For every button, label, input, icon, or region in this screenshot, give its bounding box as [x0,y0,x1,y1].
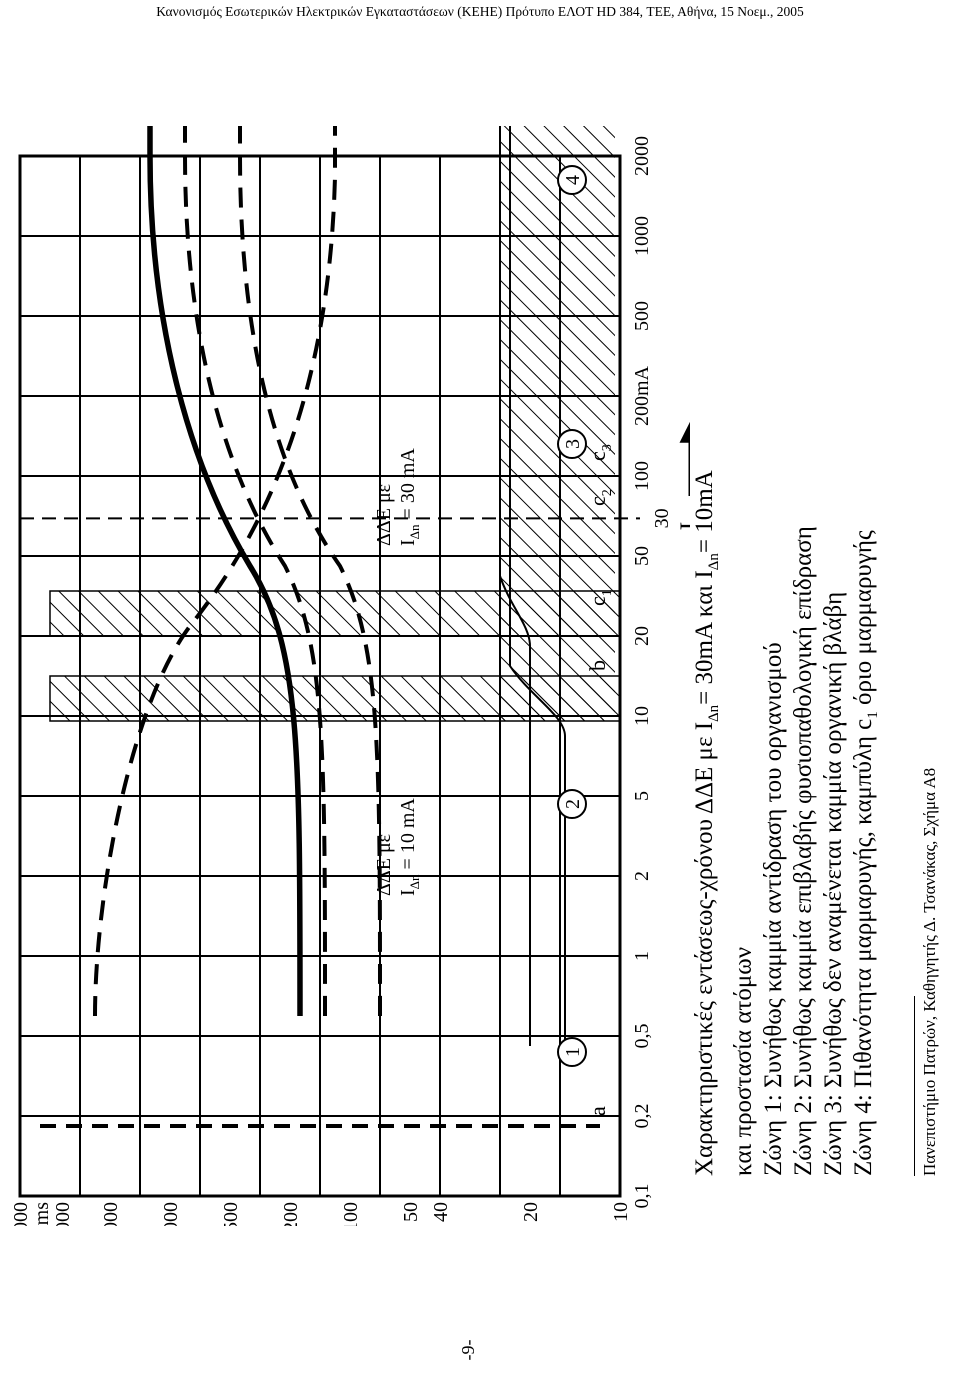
x-tick-label: 0,5 [631,1024,653,1049]
page-number: -9- [458,1339,478,1361]
zone-number: 2 [562,799,584,809]
zone-2-description: Ζώνη 2: Συνήθως καμμία επιβλαβής φυσιοπα… [790,526,817,1176]
rcd-label-line1: ΔΔΕ με [373,484,395,546]
y-unit-label: ms [31,1202,53,1226]
x-tick-labels: 0,1 0,2 0,5 1 2 5 10 20 50 100 200mA 500 1000 2000 30 [631,136,673,1209]
time-current-chart: 0,10,20,5125102050100200mA5001000200030 … [10,126,690,1226]
footer-rule [914,996,915,1176]
zone-1-description: Ζώνη 1: Συνήθως καμμία αντίδραση του οργ… [760,642,787,1176]
x-tick-label: 5 [631,791,653,801]
zone-4-description: Ζώνη 4: Πιθανότητα μαρμαρυγής, καμπύλη c… [850,530,881,1176]
curve-b [93,126,337,1017]
y-tick-label: 10000 [10,1202,32,1226]
x-tick-label: 10 [631,706,653,726]
zone-4-marker: 4 [557,165,587,195]
y-tick-label: 40 [430,1202,452,1222]
page-header: Κανονισμός Εσωτερικών Ηλεκτρικών Εγκατασ… [156,4,804,19]
x-tick-label: 0,1 [631,1184,653,1209]
y-tick-label: 500 [220,1202,242,1226]
figure-caption: Χαρακτηριστικές εντάσεως-χρόνου ΔΔΕ με I… [690,36,888,1176]
y-tick-label: 20 [520,1202,542,1222]
rcd-label-line2: IΔn = 30 mA [397,448,422,546]
hatched-region-bottom [500,126,615,721]
y-tick-label: 10 [610,1202,632,1222]
curve-c3 [238,126,382,1017]
curve-c2 [183,126,327,1017]
x-tick-label: 2 [631,871,653,881]
zone-circle [557,789,587,819]
y-tick-label: 1000 [160,1202,182,1226]
curve-a-label: a [585,1106,610,1116]
zone-3-description: Ζώνη 3: Συνήθως δεν αναμένεται καμμία ορ… [820,591,847,1176]
zone-1-marker: 1 [557,1037,587,1067]
x-axis-label: I [675,522,690,531]
zone-circle [557,165,587,195]
x-tick-label: 200mA [631,365,653,426]
rcd-10mA-curve [509,126,566,1046]
x-tick-label: 100 [631,461,653,491]
zone-circle [557,1037,587,1067]
x-tick-label: 1 [631,951,653,961]
page-footer: Πανεπιστήμιο Πατρών, Καθηγητής Δ. Τσανάκ… [920,767,939,1176]
x-tick-label: 0,2 [631,1104,653,1129]
rcd-label-line2: IΔn = 10 mA [397,798,422,896]
zone-number: 3 [562,439,584,449]
x-tick-label: 50 [631,546,653,566]
y-tick-label: 2000 [100,1202,122,1226]
y-tick-label: 5000 [52,1202,74,1226]
y-tick-label: 50 [400,1202,422,1222]
zone-3-marker: 3 [557,429,587,459]
curve-c1 [147,126,303,1017]
rcd-10mA-label: ΔΔΕ με IΔn = 10 mA [373,798,422,896]
curve-b-label: b [585,660,610,671]
y-tick-labels: 10000 5000 2000 1000 500 200 100 50 40 20 10 ms [10,1202,632,1226]
caption-line-2: και προστασία ατόμων [730,946,757,1176]
x-tick-label: 20 [631,626,653,646]
rcd-30mA-curve [499,126,531,1046]
x-tick-label: 1000 [631,216,653,256]
x-tick-label: 500 [631,301,653,331]
caption-line-1: Χαρακτηριστικές εντάσεως-χρόνου ΔΔΕ με I… [691,470,722,1176]
zone-circle [557,429,587,459]
y-tick-label: 100 [340,1202,362,1226]
zone-number: 1 [562,1047,584,1057]
y-tick-label: 200 [280,1202,302,1226]
x-tick-label-30: 30 [651,508,673,528]
zone-2-marker: 2 [557,789,587,819]
x-tick-label: 2000 [631,136,653,176]
zone-number: 4 [562,175,584,185]
rcd-label-line1: ΔΔΕ με [373,834,395,896]
